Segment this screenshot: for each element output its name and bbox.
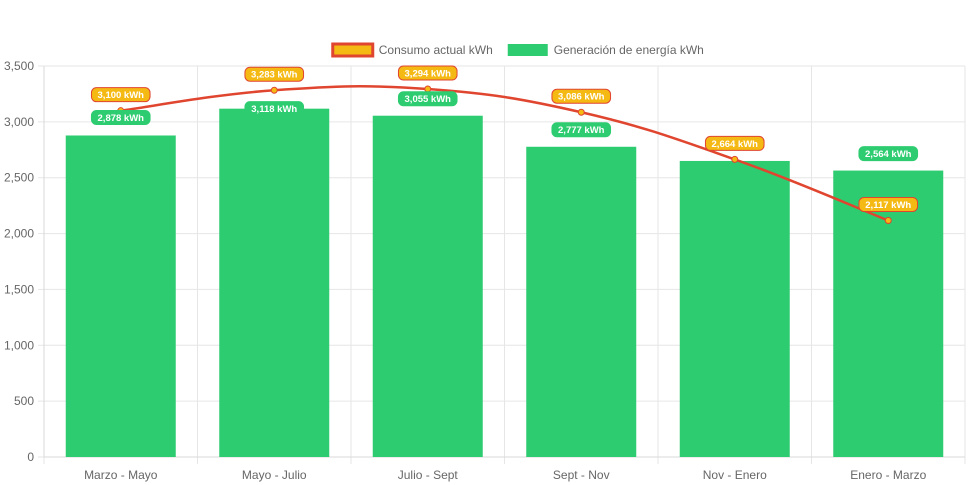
line-data-label-bg [244, 66, 305, 82]
line-data-label-bg [551, 88, 612, 104]
x-tick-label: Sept - Nov [553, 468, 610, 482]
line-data-label-text: 2,664 kWh [712, 139, 759, 150]
legend-label: Consumo actual kWh [379, 43, 493, 57]
line-point[interactable] [577, 108, 585, 116]
x-axis: Marzo - Mayo Mayo - Julio Julio - Sept Sept… [84, 468, 927, 482]
legend-item[interactable]: Generación de energía kWh [507, 43, 704, 57]
line-data-label-bg [90, 87, 151, 103]
bar-data-label: 2,777 kWh [551, 122, 612, 138]
line-data-label-text: 2,117 kWh [865, 200, 911, 211]
line-point[interactable] [884, 217, 892, 225]
bar[interactable] [65, 135, 176, 458]
line-data-label: 3,100 kWh [90, 87, 151, 103]
bar-data-label-text: 2,777 kWh [558, 125, 605, 136]
bar[interactable] [526, 146, 637, 458]
line-data-label-bg [858, 197, 919, 213]
line-data-label-bg [704, 135, 765, 151]
bar-data-label-text: 3,118 kWh [251, 104, 297, 115]
bar-data-label-text: 2,564 kWh [865, 149, 912, 160]
bar-series [65, 108, 944, 458]
line-data-label-bg [397, 65, 458, 81]
bar-data-label-bg [858, 146, 919, 162]
line-data-label: 3,283 kWh [244, 66, 305, 82]
bar[interactable] [679, 160, 790, 457]
legend-swatch [331, 42, 375, 58]
y-tick-label: 0 [27, 450, 34, 464]
y-tick-label: 3,500 [4, 59, 34, 73]
legend: Consumo actual kWh Generación de energía … [331, 42, 704, 58]
line-data-label: 3,294 kWh [397, 65, 458, 81]
y-tick-label: 1,000 [4, 338, 34, 352]
grid-lines [43, 65, 966, 464]
x-tick-label: Marzo - Mayo [84, 468, 158, 482]
x-tick-label: Enero - Marzo [850, 468, 926, 482]
bar[interactable] [219, 108, 330, 457]
x-tick-label: Julio - Sept [398, 468, 459, 482]
legend-label: Generación de energía kWh [554, 43, 704, 57]
bar-data-label-bg [551, 122, 612, 138]
line-point[interactable] [270, 86, 278, 94]
bar-data-label-text: 2,878 kWh [98, 113, 145, 124]
y-tick-label: 2,000 [4, 227, 34, 241]
y-tick-label: 3,000 [4, 115, 34, 129]
bar-data-label-bg [90, 109, 151, 125]
line-data-label-text: 3,294 kWh [405, 68, 452, 79]
line-data-label: 2,117 kWh [858, 197, 919, 213]
bar-data-label-bg [397, 91, 458, 107]
data-labels: 3,100 kWh 3,283 kWh 3,294 kWh 3,086 kWh 2,66… [90, 65, 919, 213]
bar-data-label: 3,055 kWh [397, 91, 458, 107]
line-data-label: 3,086 kWh [551, 88, 612, 104]
y-tick-label: 500 [14, 394, 34, 408]
y-axis: 0 500 1,000 1,500 2,000 2,500 3,000 3,500 [4, 59, 965, 464]
line-data-label-text: 3,283 kWh [251, 70, 298, 81]
line-point[interactable] [424, 85, 432, 93]
x-tick-label: Nov - Enero [703, 468, 767, 482]
bar[interactable] [833, 170, 944, 457]
line-data-label-text: 3,086 kWh [558, 92, 605, 103]
bar-data-label-text: 3,055 kWh [405, 94, 452, 105]
bar-data-label-bg [244, 101, 305, 117]
line-path [120, 85, 889, 222]
bar-data-label: 2,564 kWh [858, 146, 919, 162]
line-point[interactable] [731, 155, 739, 163]
bar[interactable] [372, 115, 483, 457]
x-tick-label: Mayo - Julio [242, 468, 307, 482]
bar-data-label: 2,878 kWh [90, 109, 151, 125]
bar-data-label: 3,118 kWh [244, 101, 305, 117]
line-data-label: 2,664 kWh [704, 135, 765, 151]
y-tick-label: 2,500 [4, 171, 34, 185]
legend-item[interactable]: Consumo actual kWh [331, 42, 493, 58]
y-tick-label: 1,500 [4, 282, 34, 296]
legend-swatch [507, 44, 548, 56]
line-data-label-text: 3,100 kWh [98, 90, 145, 101]
